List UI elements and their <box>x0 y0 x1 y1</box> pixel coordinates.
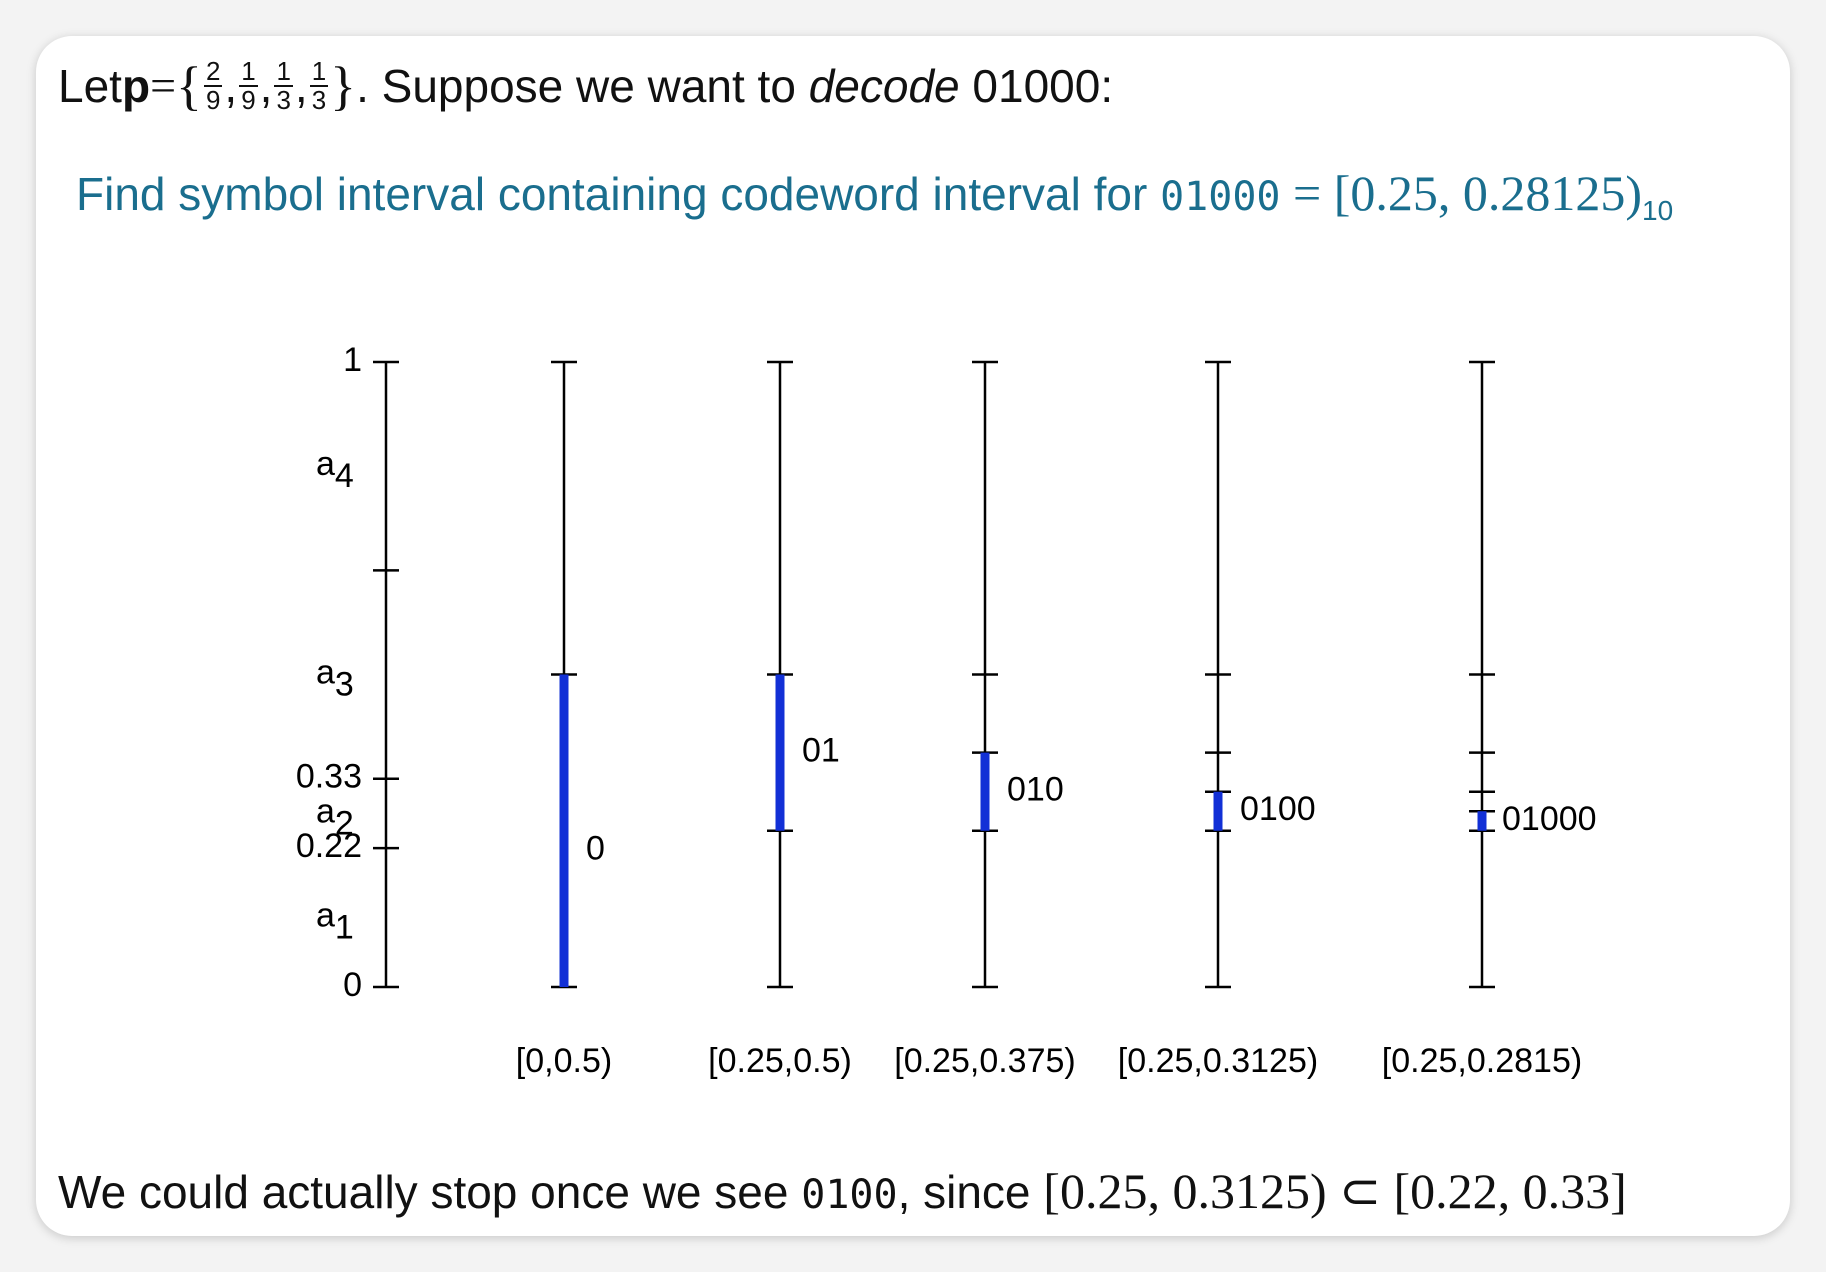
decode-word: decode <box>808 60 960 113</box>
title-after-set: . Suppose we want to <box>356 60 809 113</box>
step-interval-label-01: [0.25,0.5) <box>708 1042 852 1080</box>
symbol-label-a2: a2 <box>316 792 354 842</box>
title-equals: = <box>150 60 177 112</box>
slide-footer: We could actually stop once we see 0100,… <box>58 1164 1627 1219</box>
fraction-4-num: 1 <box>309 56 329 88</box>
reference-tick-label-2: 0.22 <box>296 827 362 865</box>
close-brace: } <box>330 56 357 117</box>
symbol-label-a1: a1 <box>316 897 354 947</box>
step-interval-label-01000: [0.25,0.2815) <box>1382 1042 1582 1080</box>
subtitle-text: Find symbol interval containing codeword… <box>76 168 1161 220</box>
footer-relation: [0.25, 0.3125) ⊂ [0.22, 0.33] <box>1043 1163 1627 1219</box>
fraction-2-num: 1 <box>239 56 258 88</box>
footer-code: 0100 <box>801 1172 898 1218</box>
step-code-label-01: 01 <box>802 732 840 770</box>
slide-subtitle: Find symbol interval containing codeword… <box>76 166 1673 227</box>
title-codeword: 01000: <box>959 60 1114 113</box>
fraction-4-den: 3 <box>311 85 327 116</box>
open-brace: { <box>176 56 202 117</box>
footer-after-code: , since <box>897 1166 1044 1218</box>
subtitle-interval: [0.25, 0.28125) <box>1333 165 1643 221</box>
footer-text: We could actually stop once we see <box>58 1166 802 1218</box>
p-symbol: p <box>121 60 151 113</box>
subtitle-equals: = <box>1280 165 1334 221</box>
reference-tick-label-0: 1 <box>343 341 362 379</box>
step-interval-label-010: [0.25,0.375) <box>894 1042 1075 1080</box>
fraction-3-num: 1 <box>274 56 293 88</box>
fraction-2-den: 9 <box>241 85 256 116</box>
step-code-label-0: 0 <box>586 830 605 868</box>
step-interval-label-0: [0,0.5) <box>516 1042 612 1080</box>
fraction-3-den: 3 <box>276 85 291 116</box>
step-code-label-010: 010 <box>1007 771 1064 809</box>
reference-tick-label-1: 0.33 <box>296 758 362 796</box>
subtitle-base: 10 <box>1642 195 1674 227</box>
step-code-label-0100: 0100 <box>1240 790 1316 828</box>
symbol-label-a3: a3 <box>316 653 354 703</box>
reference-tick-label-3: 0 <box>343 966 362 1004</box>
fraction-1-num: 2 <box>203 56 223 88</box>
fraction-1-den: 9 <box>205 85 221 116</box>
title-prefix: Let <box>58 60 122 113</box>
subtitle-code: 01000 <box>1160 174 1281 220</box>
step-interval-label-0100: [0.25,0.3125) <box>1118 1042 1318 1080</box>
step-code-label-01000: 01000 <box>1502 800 1597 838</box>
symbol-label-a4: a4 <box>316 445 354 495</box>
